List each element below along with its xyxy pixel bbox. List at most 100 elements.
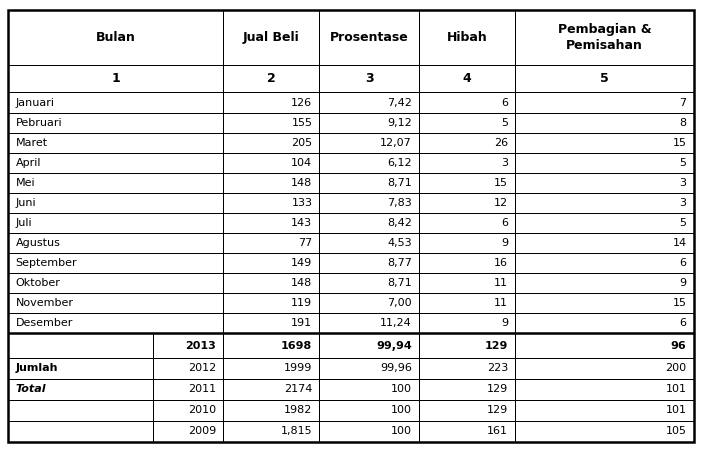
Text: 2174: 2174 <box>284 384 312 394</box>
Bar <box>319 153 419 173</box>
Text: Bulan: Bulan <box>96 31 135 44</box>
Bar <box>319 193 419 213</box>
Text: 148: 148 <box>291 278 312 288</box>
Bar <box>515 113 694 133</box>
Text: 129: 129 <box>485 340 508 351</box>
Bar <box>319 358 419 379</box>
Text: 100: 100 <box>391 405 412 415</box>
Bar <box>223 233 319 253</box>
Bar <box>419 421 515 442</box>
Text: Prosentase: Prosentase <box>330 31 409 44</box>
Bar <box>419 313 515 333</box>
Text: 1,815: 1,815 <box>281 426 312 436</box>
Bar <box>223 313 319 333</box>
Bar <box>515 153 694 173</box>
Text: Jumlah: Jumlah <box>15 363 58 373</box>
Bar <box>8 333 153 358</box>
Bar <box>319 400 419 421</box>
Text: Agustus: Agustus <box>15 238 60 248</box>
Text: Jual Beli: Jual Beli <box>243 31 300 44</box>
Bar <box>8 153 223 173</box>
Text: Juni: Juni <box>15 198 36 208</box>
Text: 1698: 1698 <box>281 340 312 351</box>
Text: 2012: 2012 <box>188 363 216 373</box>
Bar <box>419 273 515 293</box>
Text: 101: 101 <box>665 384 687 394</box>
Text: 105: 105 <box>665 426 687 436</box>
Text: 3: 3 <box>365 72 373 85</box>
Text: 2009: 2009 <box>188 426 216 436</box>
Bar <box>223 133 319 153</box>
Bar <box>419 253 515 273</box>
Bar <box>8 358 153 379</box>
Text: April: April <box>15 158 41 168</box>
Bar <box>419 213 515 233</box>
Text: 5: 5 <box>680 218 687 228</box>
Text: 129: 129 <box>487 384 508 394</box>
Bar <box>223 193 319 213</box>
Bar <box>515 273 694 293</box>
Text: 3: 3 <box>680 178 687 188</box>
Bar <box>319 233 419 253</box>
Bar <box>319 313 419 333</box>
Text: Desember: Desember <box>15 318 73 328</box>
Bar <box>515 233 694 253</box>
Text: 4: 4 <box>463 72 472 85</box>
Bar <box>515 92 694 113</box>
Bar <box>223 10 319 65</box>
Bar <box>153 333 223 358</box>
Text: Mei: Mei <box>15 178 35 188</box>
Text: 100: 100 <box>391 384 412 394</box>
Bar <box>515 293 694 313</box>
Text: 3: 3 <box>680 198 687 208</box>
Bar <box>8 400 153 421</box>
Bar <box>223 273 319 293</box>
Bar <box>419 153 515 173</box>
Bar <box>515 421 694 442</box>
Bar <box>319 113 419 133</box>
Bar <box>8 193 223 213</box>
Text: 11: 11 <box>494 278 508 288</box>
Text: 104: 104 <box>291 158 312 168</box>
Text: 8,42: 8,42 <box>388 218 412 228</box>
Bar <box>319 65 419 92</box>
Text: 143: 143 <box>291 218 312 228</box>
Bar <box>8 173 223 193</box>
Bar <box>419 10 515 65</box>
Bar <box>419 293 515 313</box>
Bar <box>8 92 223 113</box>
Bar <box>515 10 694 65</box>
Text: 100: 100 <box>391 426 412 436</box>
Bar <box>8 133 223 153</box>
Text: Maret: Maret <box>15 138 48 148</box>
Text: 1999: 1999 <box>284 363 312 373</box>
Text: 9,12: 9,12 <box>388 118 412 127</box>
Bar <box>419 333 515 358</box>
Text: Oktober: Oktober <box>15 278 60 288</box>
Bar <box>223 65 319 92</box>
Bar <box>319 379 419 400</box>
Text: 1982: 1982 <box>284 405 312 415</box>
Bar <box>419 233 515 253</box>
Text: 6: 6 <box>501 218 508 228</box>
Bar <box>8 10 223 65</box>
Bar <box>223 358 319 379</box>
Bar <box>223 400 319 421</box>
Text: 7,83: 7,83 <box>388 198 412 208</box>
Text: 9: 9 <box>680 278 687 288</box>
Bar <box>319 333 419 358</box>
Text: 2013: 2013 <box>185 340 216 351</box>
Bar <box>223 293 319 313</box>
Bar <box>223 92 319 113</box>
Bar <box>8 213 223 233</box>
Text: 15: 15 <box>673 138 687 148</box>
Bar <box>419 400 515 421</box>
Bar <box>319 213 419 233</box>
Text: 12: 12 <box>494 198 508 208</box>
Text: 133: 133 <box>291 198 312 208</box>
Bar <box>319 133 419 153</box>
Text: 1: 1 <box>112 72 120 85</box>
Text: 11: 11 <box>494 298 508 308</box>
Bar <box>419 173 515 193</box>
Text: 9: 9 <box>501 238 508 248</box>
